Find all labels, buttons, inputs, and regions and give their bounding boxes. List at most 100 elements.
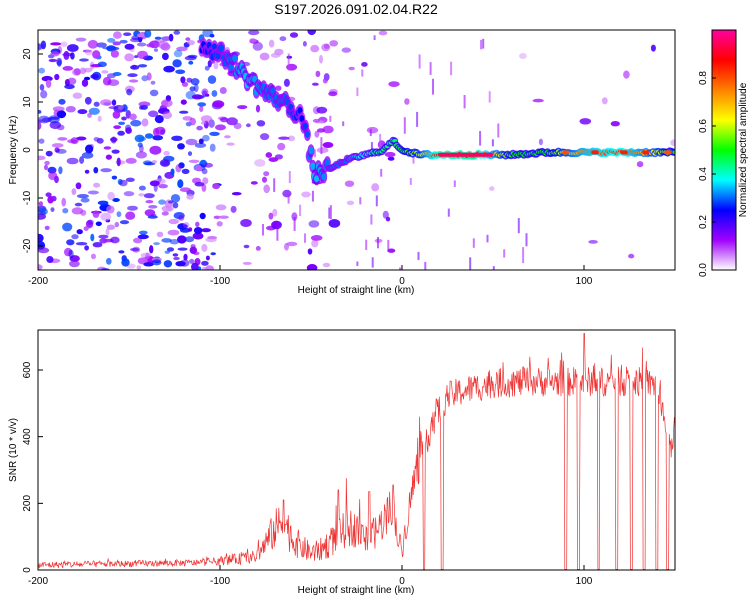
spectrogram-noise-blob (538, 138, 544, 146)
spectrogram-noise-blob (158, 199, 166, 205)
spectrogram-noise-blob (201, 88, 209, 97)
spectrogram-noise-blob (130, 119, 142, 127)
spectrogram-streak (403, 117, 406, 134)
spectrogram-noise-blob (172, 202, 179, 209)
spectrogram-streak (399, 267, 402, 270)
spectrogram-noise-blob (588, 240, 598, 244)
spectrogram-noise-blob (149, 89, 159, 97)
spectrogram-noise-blob (277, 142, 286, 151)
snr-x-axis-label: Height of straight line (km) (298, 585, 415, 596)
spectrogram-noise-blob (519, 53, 527, 59)
spectrogram-noise-blob (143, 193, 155, 199)
colorbar-tick-label: 0.4 (698, 167, 709, 181)
spectrogram-streak (429, 62, 432, 75)
spectrogram-noise-blob (118, 250, 125, 254)
spectrogram-noise-blob (149, 245, 154, 254)
spectrogram-noise-blob (163, 150, 170, 156)
spectrogram-noise-blob (623, 70, 630, 79)
spectrogram-noise-blob (180, 76, 186, 84)
spectrogram-noise-blob (177, 247, 188, 251)
snr-y-tick-label: 400 (22, 428, 33, 445)
spectrogram-noise-blob (202, 134, 210, 142)
spectrogram-noise-blob (152, 135, 163, 141)
spectrogram-noise-blob (205, 237, 217, 243)
spectrogram-noise-blob (103, 146, 112, 150)
spectrogram-noise-blob (319, 54, 323, 64)
spectrogram-noise-blob (226, 142, 235, 146)
spectrogram-noise-blob (150, 80, 156, 85)
spectrogram-noise-blob (79, 156, 85, 164)
spectrogram-streak (371, 257, 374, 268)
spectrogram-noise-blob (136, 265, 142, 270)
spectrogram-noise-blob (110, 136, 117, 144)
spectrogram-noise-blob (215, 204, 227, 211)
spectrogram-noise-blob (162, 111, 173, 119)
spectrogram-noise-blob (184, 236, 195, 243)
spectrogram-noise-blob (119, 220, 130, 225)
spectrogram-noise-blob (274, 48, 284, 56)
spectrogram-streak (522, 247, 525, 264)
spectrogram-streak (293, 216, 296, 231)
spectrogram-noise-blob (192, 232, 204, 240)
spectrogram-noise-blob (177, 179, 184, 189)
spectrogram-streak (287, 194, 290, 204)
spectrogram-noise-blob (201, 121, 206, 125)
spectrogram-noise-blob (125, 127, 132, 134)
spectrogram-noise-blob (207, 75, 217, 84)
spectrogram-noise-blob (190, 78, 200, 86)
spectrogram-hot-spot (562, 150, 570, 155)
spectrogram-noise-blob (130, 65, 140, 70)
spectrogram-noise-blob (346, 200, 355, 206)
spectrogram-noise-blob (87, 112, 92, 118)
spectrogram-noise-blob (259, 52, 270, 61)
spectrogram-noise-blob (50, 51, 60, 57)
spectrogram-noise-blob (172, 253, 179, 257)
spectrogram-noise-blob (226, 117, 238, 126)
spectrogram-noise-blob (209, 131, 220, 136)
colorbar-tick-label: 0.8 (698, 71, 709, 85)
spectrogram-noise-blob (200, 115, 213, 123)
spectrogram-streak (276, 222, 279, 241)
spectrogram-noise-blob (39, 211, 47, 215)
spectrogram-noise-blob (137, 142, 143, 148)
spectrogram-streak (432, 78, 434, 95)
spectrogram-noise-blob (579, 118, 592, 125)
spectrogram-noise-blob (308, 220, 320, 228)
spectrogram-noise-blob (38, 110, 42, 114)
spectrogram-noise-blob (38, 43, 42, 51)
spectrogram-noise-blob (199, 212, 206, 220)
snr-series-line (38, 332, 675, 570)
spectrogram-noise-blob (194, 181, 205, 187)
spectrogram-noise-blob (316, 147, 329, 154)
spectrogram-noise-blob (148, 110, 159, 118)
spectrogram-noise-blob (84, 245, 89, 251)
spectrogram-streak (450, 61, 453, 76)
spectrogram-noise-blob (86, 219, 93, 228)
spectrogram-noise-blob (212, 100, 225, 108)
spectrogram-noise-blob (137, 50, 148, 60)
spectrogram-noise-blob (111, 175, 118, 180)
spectrogram-noise-blob (151, 160, 157, 164)
spectrogram-noise-blob (179, 227, 191, 233)
spectrogram-noise-blob (191, 262, 199, 270)
snr-frame (37, 329, 676, 571)
spectrogram-noise-blob (382, 210, 389, 219)
spectrogram-noise-blob (124, 43, 135, 50)
spectrogram-noise-blob (71, 188, 77, 196)
spectrogram-x-ticks: -200 -100 0 100 (28, 265, 593, 287)
spectrogram-noise-blob (173, 30, 181, 35)
spectrogram-streak (380, 168, 383, 177)
spectrogram-noise-blob (196, 165, 202, 171)
spectrogram-noise-blob (97, 115, 102, 122)
spectrogram-noise-blob (71, 207, 84, 215)
spectrogram-noise-blob (92, 50, 101, 59)
spectrogram-noise-blob (311, 239, 319, 248)
snr-x-tick-label: -200 (28, 576, 48, 587)
spectrogram-streak (488, 91, 491, 103)
spectrogram-noise-blob (46, 256, 54, 263)
snr-y-tick-label: 0 (22, 567, 33, 573)
spectrogram-noise-blob (91, 253, 96, 260)
spectrogram-noise-blob (161, 36, 173, 41)
spectrogram-noise-blob (124, 53, 135, 62)
spectrogram-noise-blob (230, 205, 237, 213)
